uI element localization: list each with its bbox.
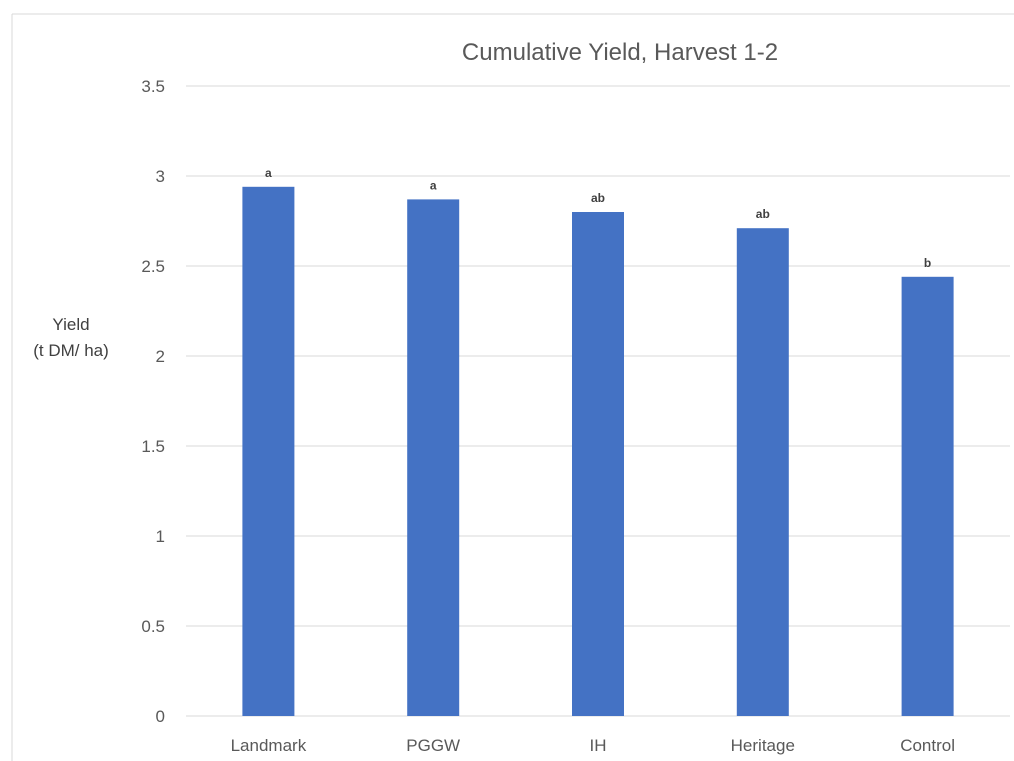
bar-ih	[572, 212, 624, 716]
x-axis-categories: Landmark PGGW IH Heritage Control	[231, 736, 955, 755]
bar-heritage	[736, 228, 789, 716]
y-tick-label: 0	[156, 707, 165, 726]
y-tick-label: 1	[156, 527, 165, 546]
x-tick-label: IH	[590, 736, 607, 755]
x-tick-label: Control	[900, 736, 955, 755]
y-tick-label: 2	[156, 347, 165, 366]
x-tick-label: Landmark	[231, 736, 307, 755]
y-axis-label-line-2: (t DM/ ha)	[33, 341, 109, 360]
y-tick-label: 0.5	[141, 617, 165, 636]
data-label: a	[265, 166, 272, 180]
chart-title: Cumulative Yield, Harvest 1-2	[462, 39, 778, 66]
x-tick-label: PGGW	[406, 736, 460, 755]
y-tick-label: 1.5	[141, 437, 165, 456]
data-label: ab	[756, 207, 770, 221]
bar-landmark	[242, 186, 295, 717]
data-label: a	[430, 178, 437, 192]
y-tick-label: 3.5	[141, 77, 165, 96]
y-tick-label: 3	[156, 167, 165, 186]
data-labels: a a ab ab b	[265, 166, 931, 270]
bar-control	[901, 276, 954, 716]
bars	[242, 186, 954, 717]
y-axis-label-line-1: Yield	[52, 315, 89, 334]
y-axis-ticks: 0 0.5 1 1.5 2 2.5 3 3.5	[141, 77, 165, 726]
data-label: ab	[591, 191, 605, 205]
y-tick-label: 2.5	[141, 257, 165, 276]
bar-pggw	[407, 199, 460, 716]
x-tick-label: Heritage	[731, 736, 795, 755]
data-label: b	[924, 256, 931, 270]
